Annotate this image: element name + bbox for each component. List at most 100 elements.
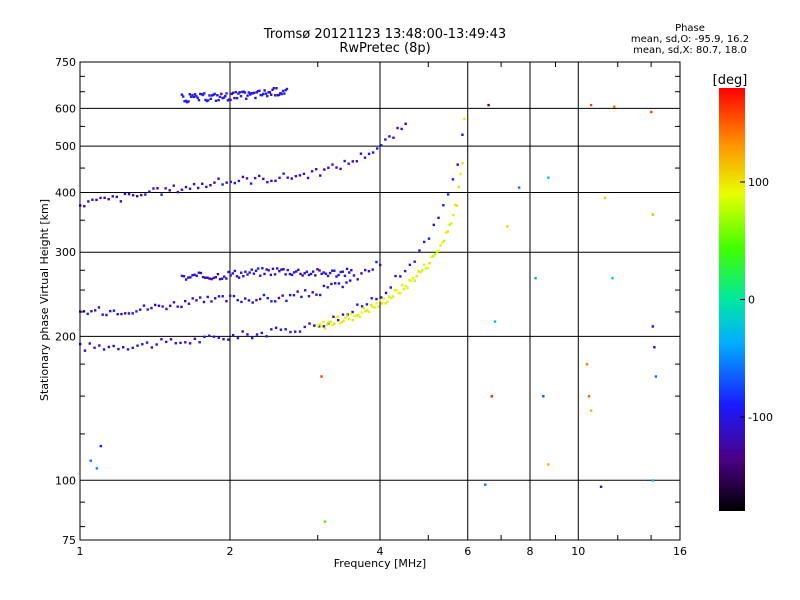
trace-point: [245, 97, 248, 100]
trace-point: [378, 299, 382, 302]
trace-point: [266, 180, 269, 184]
trace-point: [98, 344, 101, 347]
trace-point: [345, 281, 348, 284]
trace-point: [402, 287, 406, 291]
trace-point: [314, 274, 317, 277]
trace-point: [426, 266, 429, 270]
trace-point: [184, 299, 187, 303]
trace-point: [220, 277, 224, 280]
scatter-point: [603, 196, 607, 200]
trace-point: [111, 195, 114, 198]
scatter-point: [599, 485, 603, 489]
trace-point: [270, 93, 273, 96]
trace-point: [214, 99, 218, 102]
trace-point: [88, 342, 91, 345]
trace-point: [267, 269, 270, 272]
trace-point: [327, 166, 330, 169]
trace-point: [240, 300, 243, 304]
trace-point: [395, 289, 398, 292]
scatter-point: [487, 103, 490, 107]
trace-point: [283, 92, 286, 95]
trace-point: [225, 181, 228, 184]
trace-point: [123, 192, 127, 196]
trace-point: [264, 92, 268, 95]
trace-point: [269, 273, 273, 277]
trace-point: [253, 176, 257, 180]
trace-point: [135, 194, 139, 198]
trace-point: [260, 331, 263, 335]
trace-point: [273, 273, 277, 276]
trace-point: [297, 268, 300, 272]
trace-point: [382, 297, 386, 300]
trace-point: [371, 268, 374, 271]
trace-point: [289, 293, 292, 297]
colorbar-ticks: 100 0 -100: [740, 176, 773, 424]
trace-point: [267, 91, 270, 94]
trace-point: [260, 93, 264, 97]
trace-point: [176, 305, 179, 308]
chart-title: Tromsø 20121123 13:48:00-13:49:43: [255, 27, 515, 42]
trace-point: [193, 273, 196, 276]
trace-point: [172, 184, 175, 187]
trace-point: [285, 299, 288, 303]
trace-point: [256, 267, 260, 270]
trace-point: [333, 322, 336, 325]
x-tick-label: 2: [227, 545, 234, 558]
trace-point: [343, 159, 346, 163]
trace-point: [311, 270, 315, 273]
scatter-point: [651, 325, 655, 328]
trace-point: [308, 322, 311, 325]
trace-point: [152, 187, 155, 190]
trace-point: [279, 91, 282, 95]
trace-point: [144, 193, 147, 196]
trace-point: [199, 271, 203, 275]
scatter-point: [651, 479, 655, 482]
trace-point: [231, 91, 235, 95]
trace-point: [262, 293, 266, 297]
trace-point: [399, 275, 402, 278]
trace-point: [456, 163, 459, 166]
trace-point: [373, 306, 376, 309]
scatter-point: [517, 186, 521, 189]
trace-point: [203, 335, 206, 339]
axis-ticks: [80, 62, 680, 540]
trace-point: [346, 314, 349, 317]
trace-point: [284, 273, 287, 276]
trace-point: [218, 277, 222, 281]
trace-point: [394, 274, 397, 278]
trace-point: [160, 338, 163, 341]
trace-point: [266, 94, 269, 98]
trace-point: [356, 303, 359, 306]
trace-point: [388, 135, 391, 138]
trace-point: [347, 271, 351, 274]
trace-point: [422, 263, 426, 266]
trace-point: [103, 196, 106, 200]
trace-point: [184, 99, 188, 103]
trace-point: [417, 270, 420, 273]
trace-point: [451, 178, 455, 181]
trace-point: [318, 323, 321, 326]
trace-point: [384, 291, 388, 295]
trace-point: [356, 278, 359, 281]
trace-point: [311, 291, 314, 294]
trace-point: [241, 175, 245, 179]
scatter-point: [613, 105, 616, 109]
trace-point: [350, 268, 353, 272]
y-tick-label: 600: [55, 102, 76, 115]
trace-point: [200, 93, 203, 96]
trace-point: [216, 94, 219, 97]
y-tick-label: 400: [55, 186, 76, 199]
trace-point: [135, 310, 138, 313]
trace-point: [393, 289, 396, 292]
trace-point: [324, 327, 327, 330]
trace-point: [249, 93, 252, 96]
trace-point: [341, 285, 344, 289]
trace-point: [351, 318, 354, 322]
trace-point: [251, 336, 254, 340]
scatter-point: [653, 346, 656, 349]
scatter-point: [651, 213, 655, 216]
trace-point: [326, 286, 329, 289]
trace-point: [299, 272, 302, 276]
trace-point: [251, 301, 254, 304]
trace-point: [355, 160, 359, 163]
